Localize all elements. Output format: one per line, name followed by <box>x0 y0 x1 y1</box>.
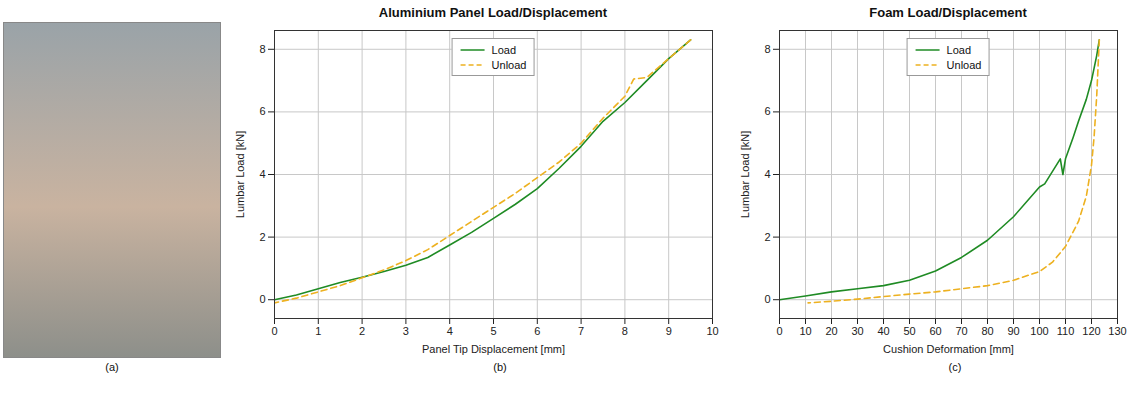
html-text:Unload: Unload <box>491 58 527 71</box>
svg-text:0: 0 <box>259 293 265 305</box>
svg-text:Panel Tip Displacement [mm]: Panel Tip Displacement [mm] <box>422 343 565 355</box>
svg-text:50: 50 <box>903 325 915 337</box>
svg-text:4: 4 <box>259 168 265 180</box>
html-text:(b): (b) <box>493 361 507 373</box>
svg-text:1: 1 <box>315 325 321 337</box>
svg-text:90: 90 <box>1007 325 1019 337</box>
svg-text:0: 0 <box>271 325 277 337</box>
svg-text:8: 8 <box>622 325 628 337</box>
svg-text:5: 5 <box>490 325 496 337</box>
svg-text:7: 7 <box>578 325 584 337</box>
svg-text:100: 100 <box>1030 325 1048 337</box>
svg-text:120: 120 <box>1082 325 1100 337</box>
svg-text:4: 4 <box>764 168 770 180</box>
svg-text:0: 0 <box>776 325 782 337</box>
svg-text:60: 60 <box>929 325 941 337</box>
html-text:Unload: Unload <box>946 58 982 71</box>
svg-text:2: 2 <box>359 325 365 337</box>
svg-text:6: 6 <box>259 105 265 117</box>
svg-text:30: 30 <box>851 325 863 337</box>
html-text:(a): (a) <box>105 361 119 373</box>
svg-text:8: 8 <box>764 43 770 55</box>
svg-text:110: 110 <box>1057 325 1075 337</box>
svg-text:8: 8 <box>259 43 265 55</box>
svg-text:10: 10 <box>799 325 811 337</box>
svg-text:2: 2 <box>764 231 770 243</box>
svg-text:70: 70 <box>955 325 967 337</box>
svg-text:80: 80 <box>981 325 993 337</box>
svg-text:20: 20 <box>825 325 837 337</box>
svg-text:6: 6 <box>764 105 770 117</box>
svg-text:3: 3 <box>403 325 409 337</box>
svg-text:0: 0 <box>764 293 770 305</box>
svg-text:6: 6 <box>534 325 540 337</box>
svg-text:10: 10 <box>706 325 718 337</box>
html-text:Load: Load <box>946 43 972 56</box>
html-text:Foam Load/Displacement: Foam Load/Displacement <box>869 5 1027 20</box>
svg-text:9: 9 <box>666 325 672 337</box>
html-text:Aluminium Panel Load/Displacem: Aluminium Panel Load/Displacement <box>378 5 608 20</box>
svg-text:4: 4 <box>447 325 453 337</box>
svg-text:130: 130 <box>1108 325 1126 337</box>
svg-text:Cushion Deformation [mm]: Cushion Deformation [mm] <box>883 343 1014 355</box>
svg-text:2: 2 <box>259 231 265 243</box>
svg-text:Lumbar Load [kN]: Lumbar Load [kN] <box>234 131 246 218</box>
svg-text:Lumbar Load [kN]: Lumbar Load [kN] <box>739 131 751 218</box>
html-text:(c): (c) <box>948 361 962 373</box>
svg-text:40: 40 <box>877 325 889 337</box>
html-text:Load: Load <box>491 43 517 56</box>
